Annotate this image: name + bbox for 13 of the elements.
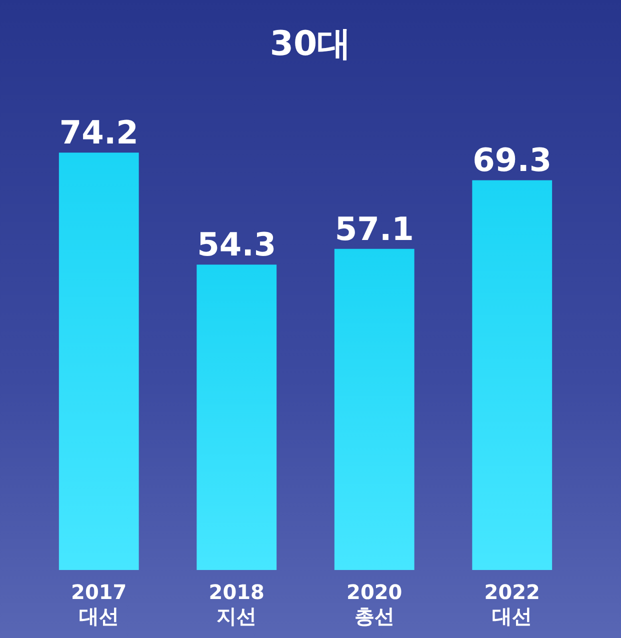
bar <box>196 264 277 570</box>
data-label: 54.3 <box>197 226 276 264</box>
bar <box>58 152 139 570</box>
data-label: 69.3 <box>472 141 552 180</box>
data-label: 74.2 <box>59 114 138 152</box>
x-tick-label: 2020 총선 <box>346 580 402 628</box>
data-label: 57.1 <box>334 210 414 248</box>
bar <box>472 180 552 570</box>
x-tick-label: 2017 대선 <box>71 580 127 628</box>
bar <box>334 248 414 570</box>
chart-title: 30대 <box>270 24 352 64</box>
x-tick-label: 2022 대선 <box>484 580 540 628</box>
x-tick-label: 2018 지선 <box>208 580 264 628</box>
